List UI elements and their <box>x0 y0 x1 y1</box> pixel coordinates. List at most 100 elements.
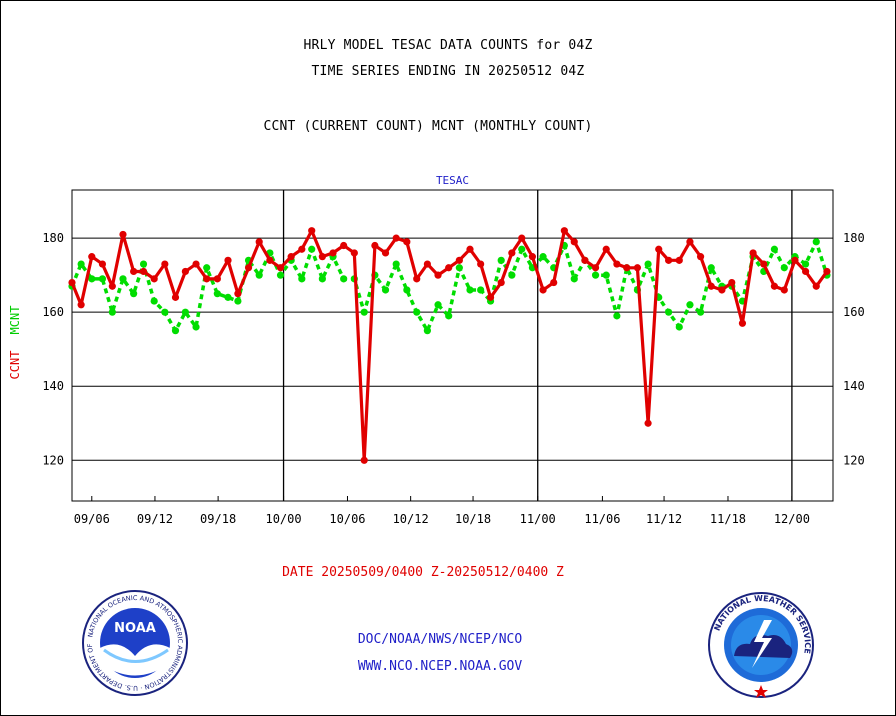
data-point-ccnt <box>130 268 137 275</box>
data-point-ccnt <box>382 249 389 256</box>
y-tick-label-right: 180 <box>843 231 865 245</box>
y-tick-label-right: 140 <box>843 379 865 393</box>
y-axis-label-ccnt: CCNT <box>8 351 22 380</box>
data-point-mcnt <box>140 260 147 267</box>
data-point-ccnt <box>561 227 568 234</box>
data-point-ccnt <box>182 268 189 275</box>
x-tick-label: 10/00 <box>265 512 301 526</box>
data-point-ccnt <box>686 238 693 245</box>
data-point-mcnt <box>192 323 199 330</box>
data-point-ccnt <box>613 260 620 267</box>
data-point-mcnt <box>708 264 715 271</box>
nco-website-link[interactable]: WWW.NCO.NCEP.NOAA.GOV <box>300 659 580 674</box>
data-point-mcnt <box>203 264 210 271</box>
data-point-ccnt <box>634 264 641 271</box>
data-point-mcnt <box>508 272 515 279</box>
data-point-mcnt <box>781 264 788 271</box>
data-point-mcnt <box>403 286 410 293</box>
data-point-mcnt <box>477 286 484 293</box>
date-range-label: DATE 20250509/0400 Z-20250512/0400 Z <box>0 565 846 580</box>
x-tick-label: 10/18 <box>455 512 491 526</box>
data-point-mcnt <box>382 286 389 293</box>
data-point-ccnt <box>245 264 252 271</box>
data-point-mcnt <box>151 297 158 304</box>
data-point-ccnt <box>498 279 505 286</box>
data-point-mcnt <box>234 297 241 304</box>
data-point-ccnt <box>771 283 778 290</box>
data-point-ccnt <box>214 275 221 282</box>
data-point-ccnt <box>277 264 284 271</box>
noaa-path-link[interactable]: DOC/NOAA/NWS/NCEP/NCO <box>300 632 580 647</box>
data-point-ccnt <box>351 249 358 256</box>
x-tick-label: 11/18 <box>710 512 746 526</box>
data-point-ccnt <box>456 257 463 264</box>
noaa-logo[interactable]: NATIONAL OCEANIC AND ATMOSPHERIC ADMINIS… <box>80 588 190 698</box>
data-point-ccnt <box>78 301 85 308</box>
data-point-ccnt <box>508 249 515 256</box>
data-point-mcnt <box>644 260 651 267</box>
x-tick-label: 10/06 <box>329 512 365 526</box>
data-point-ccnt <box>477 260 484 267</box>
data-point-ccnt <box>393 235 400 242</box>
data-point-ccnt <box>581 257 588 264</box>
data-point-ccnt <box>571 238 578 245</box>
x-tick-label: 11/12 <box>646 512 682 526</box>
data-point-ccnt <box>466 246 473 253</box>
data-point-ccnt <box>109 283 116 290</box>
data-point-ccnt <box>319 253 326 260</box>
data-point-mcnt <box>308 246 315 253</box>
data-point-ccnt <box>802 268 809 275</box>
data-point-ccnt <box>791 257 798 264</box>
data-point-ccnt <box>161 260 168 267</box>
data-point-mcnt <box>172 327 179 334</box>
data-point-ccnt <box>140 268 147 275</box>
data-point-mcnt <box>686 301 693 308</box>
data-point-ccnt <box>266 257 273 264</box>
data-point-mcnt <box>88 275 95 282</box>
data-point-mcnt <box>571 275 578 282</box>
data-point-mcnt <box>676 323 683 330</box>
data-point-ccnt <box>88 253 95 260</box>
data-point-mcnt <box>256 272 263 279</box>
data-point-ccnt <box>749 249 756 256</box>
data-point-ccnt <box>644 420 651 427</box>
data-point-ccnt <box>192 260 199 267</box>
data-point-mcnt <box>518 246 525 253</box>
nws-logo[interactable]: NATIONAL WEATHER SERVICE <box>706 590 816 700</box>
data-point-ccnt <box>623 264 630 271</box>
data-point-ccnt <box>99 260 106 267</box>
data-point-ccnt <box>68 279 75 286</box>
y-tick-label-left: 160 <box>42 305 64 319</box>
data-point-mcnt <box>277 272 284 279</box>
data-point-ccnt <box>603 246 610 253</box>
data-point-mcnt <box>99 275 106 282</box>
data-point-ccnt <box>718 286 725 293</box>
data-point-ccnt <box>760 260 767 267</box>
data-point-ccnt <box>413 275 420 282</box>
data-point-mcnt <box>361 309 368 316</box>
x-tick-label: 10/12 <box>393 512 429 526</box>
data-point-mcnt <box>697 309 704 316</box>
data-point-mcnt <box>393 260 400 267</box>
x-tick-label: 12/00 <box>774 512 810 526</box>
data-point-mcnt <box>78 260 85 267</box>
data-point-ccnt <box>434 272 441 279</box>
data-point-mcnt <box>413 309 420 316</box>
x-tick-label: 09/06 <box>74 512 110 526</box>
data-point-ccnt <box>739 320 746 327</box>
y-tick-label-left: 120 <box>42 453 64 467</box>
data-point-mcnt <box>813 238 820 245</box>
data-point-ccnt <box>361 457 368 464</box>
series-title: TESAC <box>436 174 469 187</box>
data-point-mcnt <box>182 309 189 316</box>
data-point-ccnt <box>655 246 662 253</box>
y-tick-label-right: 160 <box>843 305 865 319</box>
data-point-ccnt <box>823 268 830 275</box>
data-point-mcnt <box>340 275 347 282</box>
data-point-ccnt <box>539 286 546 293</box>
data-point-mcnt <box>456 264 463 271</box>
data-point-mcnt <box>130 290 137 297</box>
data-point-mcnt <box>424 327 431 334</box>
data-point-mcnt <box>109 309 116 316</box>
data-point-mcnt <box>603 272 610 279</box>
